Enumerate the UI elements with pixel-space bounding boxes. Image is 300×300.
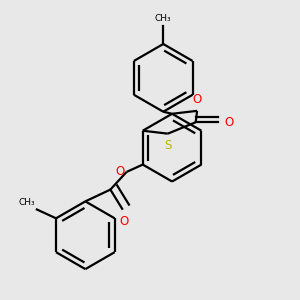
Text: S: S <box>164 139 172 152</box>
Text: O: O <box>193 92 202 106</box>
Text: O: O <box>115 165 124 178</box>
Text: O: O <box>224 116 233 129</box>
Text: CH₃: CH₃ <box>155 14 172 23</box>
Text: O: O <box>119 215 128 228</box>
Text: CH₃: CH₃ <box>19 197 35 206</box>
